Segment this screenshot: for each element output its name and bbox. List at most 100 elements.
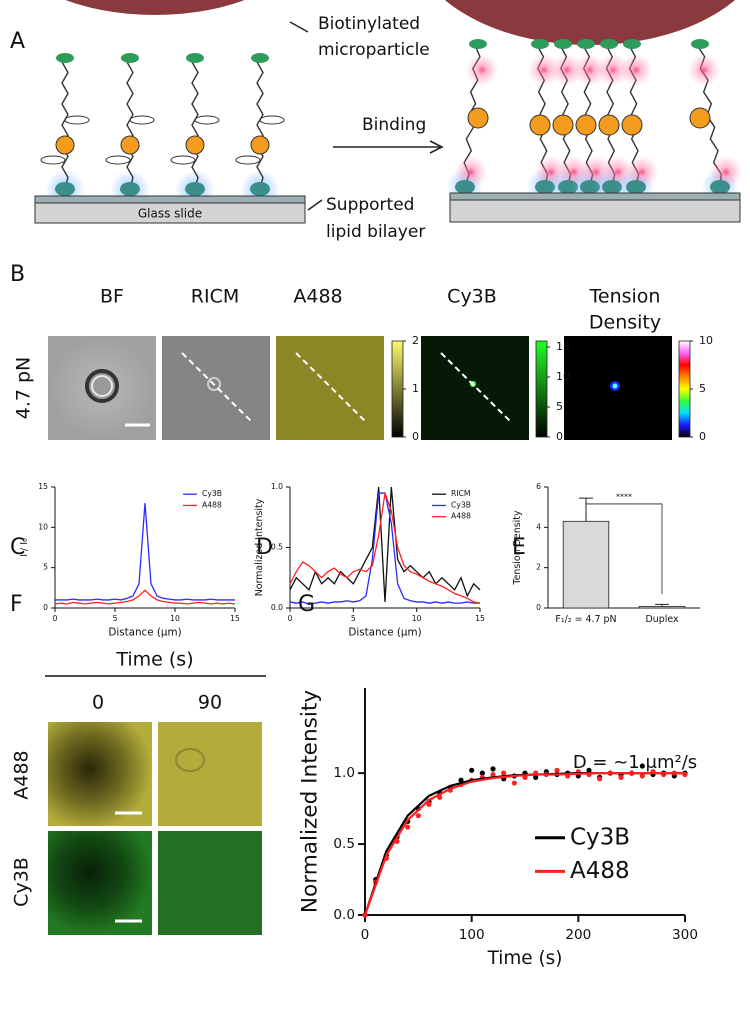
slide-label: Glass slide bbox=[138, 207, 202, 221]
arrow-label: Binding bbox=[362, 115, 426, 135]
streptavidin bbox=[55, 182, 75, 196]
streptavidin bbox=[250, 182, 270, 196]
x-tick-label: 10 bbox=[412, 614, 422, 623]
colorbar-tick-label: 0 bbox=[412, 430, 419, 443]
annotation: D = ~1 μm²/s bbox=[573, 752, 697, 773]
tether bbox=[126, 61, 134, 189]
panel-label: F bbox=[10, 592, 23, 617]
column-header: Cy3B bbox=[447, 286, 497, 308]
panel-label: B bbox=[10, 262, 25, 287]
dna-helix bbox=[40, 155, 66, 165]
bar bbox=[638, 605, 686, 609]
colorbar-tick-label: 0 bbox=[699, 430, 706, 443]
line bbox=[55, 503, 235, 601]
row-label: A488 bbox=[11, 750, 33, 799]
point bbox=[597, 776, 603, 782]
y-tick-label: 0.5 bbox=[333, 836, 355, 852]
fluor-glow bbox=[551, 54, 583, 86]
y-axis-label: Tension Density bbox=[512, 510, 523, 586]
fit-line bbox=[363, 772, 685, 916]
point bbox=[639, 763, 645, 769]
quencher bbox=[621, 114, 643, 136]
panel-label: C bbox=[10, 535, 25, 560]
quencher bbox=[689, 107, 711, 129]
y-tick-label: 6 bbox=[536, 482, 541, 491]
y-axis-label: Normalized Intensity bbox=[254, 498, 265, 596]
x-tick-label: 0 bbox=[288, 614, 293, 623]
dna-helix bbox=[105, 155, 131, 165]
fluor-glow bbox=[688, 54, 720, 86]
colorbar-tick-label: 5 bbox=[699, 382, 706, 395]
legend-label: Cy3B bbox=[202, 489, 222, 498]
dna-helix bbox=[194, 115, 220, 125]
tether bbox=[61, 61, 69, 189]
streptavidin bbox=[626, 180, 646, 194]
point bbox=[501, 770, 507, 776]
cy3b-t0-image bbox=[48, 831, 152, 935]
line bbox=[289, 486, 481, 602]
y-tick-label: 0.0 bbox=[333, 907, 355, 923]
contact bbox=[207, 377, 221, 391]
point bbox=[533, 774, 539, 780]
streptavidin bbox=[185, 182, 205, 196]
streptavidin bbox=[710, 180, 730, 194]
legend-label: A488 bbox=[451, 512, 471, 521]
streptavidin bbox=[535, 180, 555, 194]
glass-slide bbox=[34, 202, 306, 224]
point bbox=[554, 767, 560, 773]
time-label: 0 bbox=[92, 692, 104, 714]
legend-label: A488 bbox=[202, 500, 222, 509]
column-header: RICM bbox=[191, 286, 239, 308]
point bbox=[405, 824, 411, 830]
x-tick-label: 300 bbox=[672, 927, 698, 943]
colorbar-tick-label: 2 bbox=[412, 334, 419, 347]
quencher bbox=[250, 135, 270, 155]
quencher bbox=[55, 135, 75, 155]
time-label: 90 bbox=[198, 692, 222, 714]
point bbox=[458, 777, 464, 783]
fluor-glow bbox=[620, 54, 652, 86]
legend-label: A488 bbox=[570, 858, 630, 884]
tether bbox=[191, 61, 199, 189]
line-scan bbox=[440, 352, 512, 423]
particle-label: Biotinylated bbox=[318, 14, 420, 34]
biotin bbox=[554, 39, 572, 49]
line-scan bbox=[295, 352, 367, 423]
colorbar-tick-label: 0 bbox=[556, 430, 563, 443]
y-tick-label: 1.0 bbox=[271, 482, 283, 491]
lipid-bilayer bbox=[34, 195, 306, 204]
dna-helix bbox=[170, 155, 196, 165]
y-tick-label: 2 bbox=[536, 563, 541, 572]
panel-label: G bbox=[298, 592, 315, 617]
biotin bbox=[469, 39, 487, 49]
x-tick-label: 10 bbox=[170, 614, 180, 623]
y-tick-label: 10 bbox=[38, 522, 48, 531]
point bbox=[479, 770, 485, 776]
dna-helix bbox=[64, 115, 90, 125]
colorbar bbox=[678, 340, 691, 438]
particle-label: microparticle bbox=[318, 40, 430, 60]
streptavidin bbox=[602, 180, 622, 194]
x-axis-label: Distance (μm) bbox=[108, 627, 181, 639]
panel-label: E bbox=[512, 535, 526, 560]
colorbar-tick-label: 15 bbox=[556, 340, 570, 353]
column-header: Density bbox=[589, 312, 661, 334]
legend-label: Cy3B bbox=[451, 500, 471, 509]
biotin bbox=[623, 39, 641, 49]
fluor-glow bbox=[626, 156, 658, 188]
cy3b-image bbox=[421, 336, 529, 440]
fluor-glow bbox=[597, 54, 629, 86]
bilayer-label: Supported bbox=[326, 195, 414, 215]
streptavidin bbox=[120, 182, 140, 196]
leader-line bbox=[307, 199, 323, 211]
y-tick-label: 4 bbox=[536, 522, 541, 531]
point bbox=[490, 766, 496, 772]
fluor-glow bbox=[574, 54, 606, 86]
panel-label: D bbox=[256, 535, 273, 560]
lipid-bilayer bbox=[449, 192, 741, 201]
point bbox=[469, 767, 475, 773]
point bbox=[511, 780, 517, 786]
bar bbox=[562, 520, 610, 609]
